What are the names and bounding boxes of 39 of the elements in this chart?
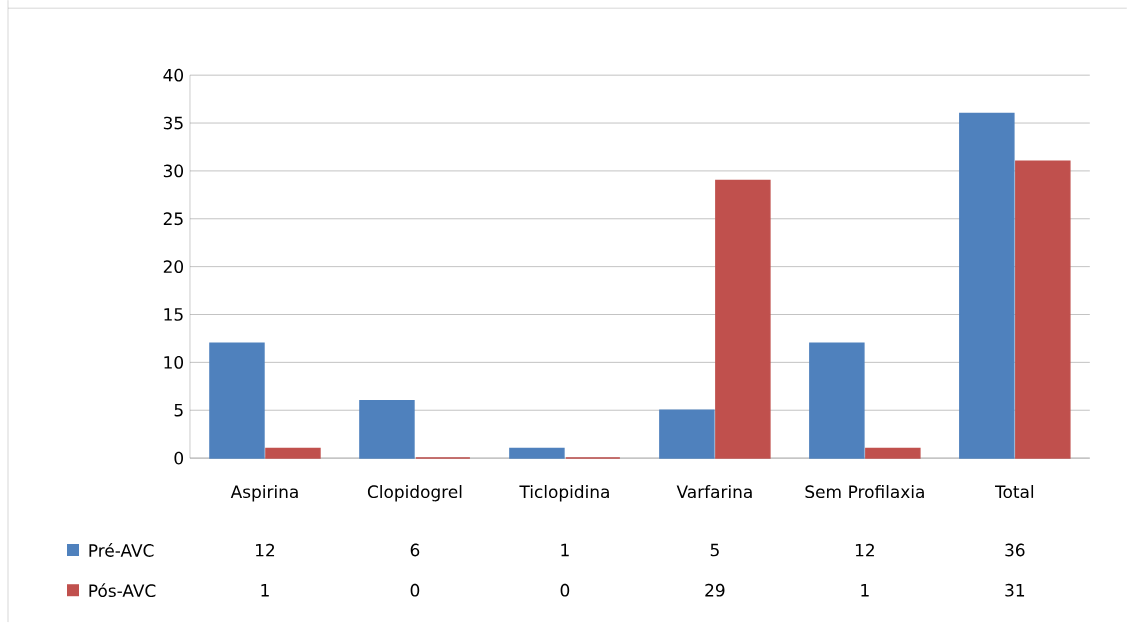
data-label: 1 xyxy=(561,543,569,557)
bar xyxy=(715,179,771,459)
bar xyxy=(509,447,565,459)
bar xyxy=(865,447,921,459)
bar xyxy=(959,112,1015,459)
data-label: 12 xyxy=(256,543,275,557)
x-tick-label: Varfarina xyxy=(676,484,752,499)
y-tick-label: 0 xyxy=(174,451,184,465)
bar xyxy=(209,342,265,459)
y-tick-label: 40 xyxy=(163,68,184,82)
data-label: 6 xyxy=(410,543,420,557)
y-tick-label: 15 xyxy=(164,308,183,321)
legend-label: Pré-AVC xyxy=(89,543,154,557)
data-label: 1 xyxy=(261,584,269,597)
data-label: 31 xyxy=(1005,583,1025,597)
data-label: 12 xyxy=(855,543,874,557)
x-tick-label: Clopidogrel xyxy=(367,484,462,502)
y-tick-label: 35 xyxy=(163,116,183,130)
bar xyxy=(1015,160,1071,459)
y-tick-label: 10 xyxy=(164,355,184,369)
x-tick-label: Sem Profilaxia xyxy=(805,484,924,499)
y-tick-label: 25 xyxy=(163,212,183,226)
y-tick-label: 30 xyxy=(163,164,184,178)
x-tick-label: Aspirina xyxy=(230,484,298,502)
x-tick-label: Ticlopidina xyxy=(519,484,609,502)
x-tick-label: Total xyxy=(995,484,1034,499)
data-label: 36 xyxy=(1005,543,1025,557)
data-label: 1 xyxy=(861,584,869,597)
bar xyxy=(809,342,865,459)
legend-label: Pós-AVC xyxy=(89,583,156,598)
y-tick-label: 20 xyxy=(163,260,184,274)
bar xyxy=(659,409,715,459)
data-label: 0 xyxy=(410,583,420,597)
data-label: 0 xyxy=(560,583,570,597)
bar xyxy=(265,447,321,459)
data-label: 5 xyxy=(710,543,719,557)
y-tick-label: 5 xyxy=(174,403,183,417)
data-label: 29 xyxy=(705,583,725,597)
bar xyxy=(359,399,415,459)
